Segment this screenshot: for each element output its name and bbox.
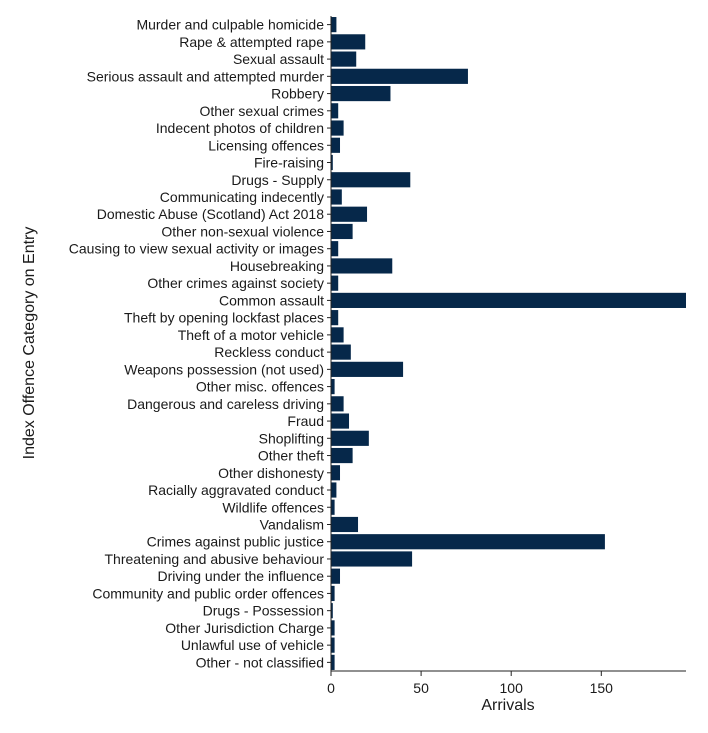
y-axis-title: Index Offence Category on Entry <box>21 227 38 460</box>
x-tick-label: 0 <box>327 680 335 696</box>
bar <box>331 292 686 308</box>
bar <box>331 137 341 153</box>
category-label: Robbery <box>271 86 324 102</box>
category-label: Sexual assault <box>233 51 324 67</box>
category-label: Vandalism <box>260 516 324 532</box>
bar <box>331 603 333 619</box>
category-label: Drugs - Possession <box>203 603 324 619</box>
bar <box>331 447 353 464</box>
bar <box>331 430 369 446</box>
category-label: Serious assault and attempted murder <box>87 68 325 84</box>
category-label: Other non-sexual violence <box>161 223 324 239</box>
category-label: Fire-raising <box>254 155 324 171</box>
category-label: Community and public order offences <box>92 585 324 601</box>
bar <box>331 258 393 274</box>
bar <box>331 34 366 50</box>
bar <box>331 51 357 67</box>
category-label: Communicating indecently <box>160 189 324 205</box>
bar <box>331 585 335 602</box>
bar <box>331 17 337 33</box>
category-label: Housebreaking <box>230 258 324 274</box>
bar <box>331 516 359 533</box>
category-label: Shoplifting <box>259 430 324 446</box>
bar <box>331 551 413 567</box>
bar <box>331 85 391 102</box>
category-label: Unlawful use of vehicle <box>181 637 324 653</box>
category-label: Other theft <box>258 448 324 464</box>
category-label: Threatening and abusive behaviour <box>105 551 325 567</box>
category-label: Racially aggravated conduct <box>148 482 324 498</box>
bar <box>331 68 468 84</box>
category-label: Reckless conduct <box>214 344 324 360</box>
category-label: Wildlife offences <box>222 499 324 515</box>
bar <box>331 534 605 550</box>
category-label: Dangerous and careless driving <box>127 396 324 412</box>
category-label: Driving under the influence <box>157 568 324 584</box>
bar <box>331 103 339 119</box>
bar <box>331 413 350 429</box>
bar <box>331 327 344 343</box>
x-tick-label: 100 <box>500 680 524 696</box>
bar <box>331 310 339 326</box>
bars-group <box>331 17 686 670</box>
category-label: Other sexual crimes <box>200 103 324 119</box>
bar <box>331 120 344 136</box>
category-label: Fraud <box>287 413 324 429</box>
bar <box>331 654 335 670</box>
category-label: Common assault <box>219 292 324 308</box>
x-axis-title: Arrivals <box>481 697 534 714</box>
bar <box>331 223 353 240</box>
bar <box>331 499 335 515</box>
bar <box>331 154 333 171</box>
category-label: Theft of a motor vehicle <box>178 327 325 343</box>
category-label: Murder and culpable homicide <box>136 17 324 33</box>
bar <box>331 379 335 395</box>
category-label: Drugs - Supply <box>231 172 324 188</box>
bar <box>331 344 351 360</box>
x-axis-ticks: 0 50 100 150 <box>327 671 613 696</box>
bar <box>331 206 368 222</box>
category-label: Other misc. offences <box>196 379 324 395</box>
category-label: Theft by opening lockfast places <box>124 310 324 326</box>
category-label: Other - not classified <box>196 654 324 670</box>
category-label: Rape & attempted rape <box>179 34 324 50</box>
bar <box>331 568 341 584</box>
category-label: Other crimes against society <box>147 275 324 291</box>
category-label: Domestic Abuse (Scotland) Act 2018 <box>97 206 324 222</box>
bar <box>331 637 335 653</box>
x-tick-label: 150 <box>590 680 614 696</box>
bar <box>331 396 344 412</box>
category-label: Weapons possession (not used) <box>124 361 324 377</box>
category-label: Other dishonesty <box>218 465 324 481</box>
bar <box>331 172 411 188</box>
bar <box>331 189 342 205</box>
bar <box>331 241 339 257</box>
category-label: Causing to view sexual activity or image… <box>69 241 324 257</box>
bar <box>331 275 339 291</box>
bar <box>331 482 337 498</box>
category-label: Crimes against public justice <box>147 534 325 550</box>
category-label: Licensing offences <box>208 137 324 153</box>
bar <box>331 620 335 636</box>
x-tick-label: 50 <box>413 680 429 696</box>
bar <box>331 361 404 377</box>
category-label: Indecent photos of children <box>156 120 324 136</box>
category-label: Other Jurisdiction Charge <box>165 620 324 636</box>
bar <box>331 465 341 481</box>
